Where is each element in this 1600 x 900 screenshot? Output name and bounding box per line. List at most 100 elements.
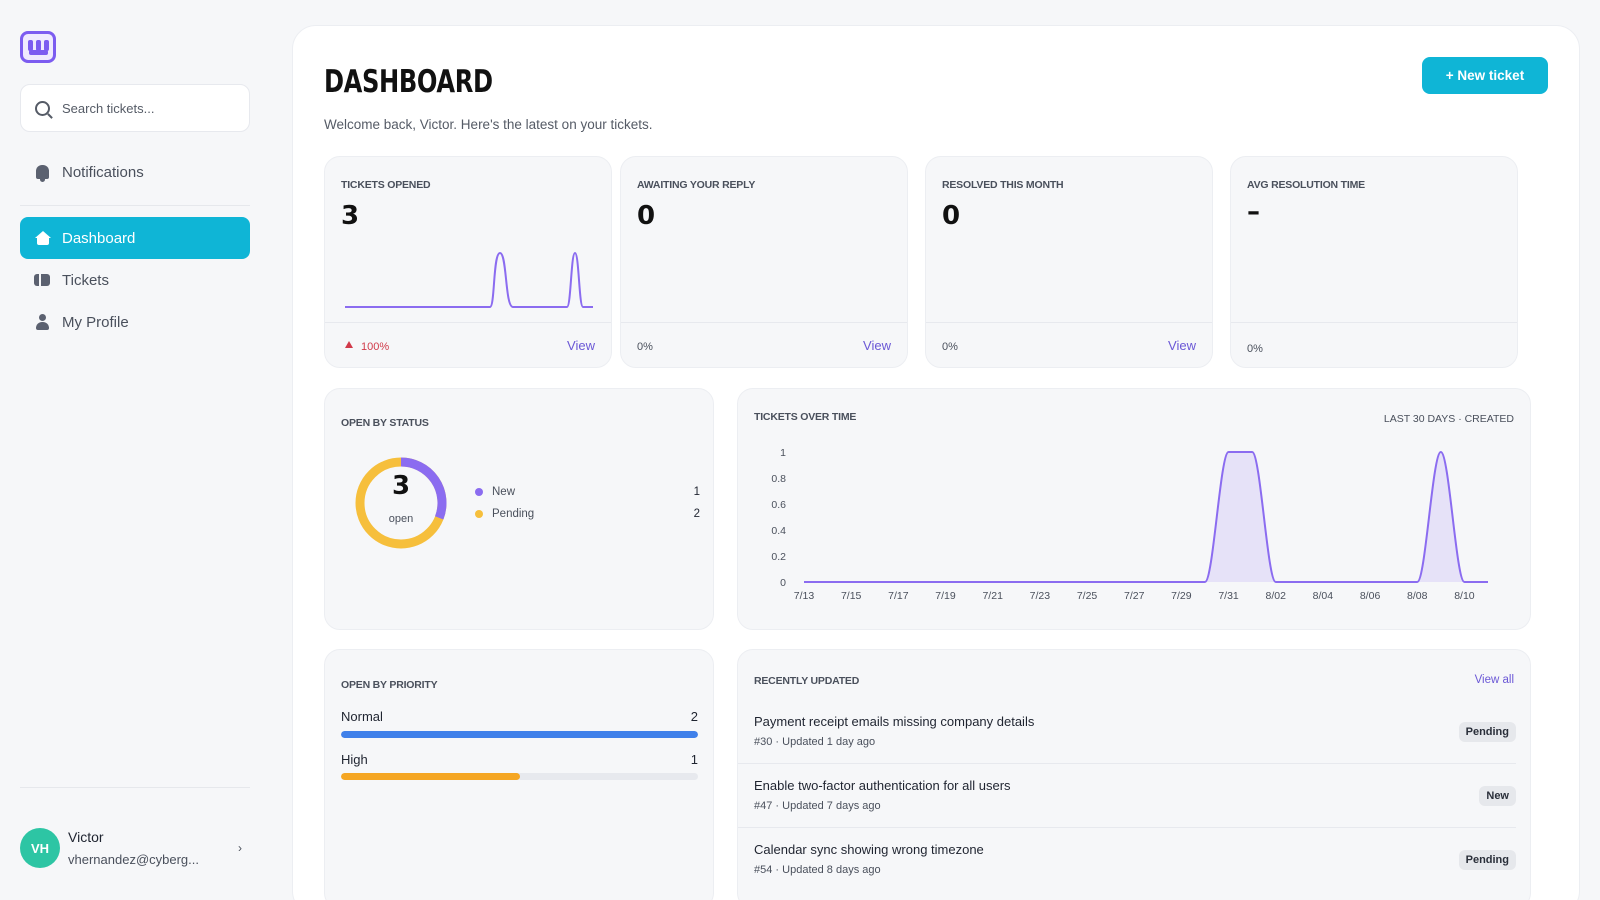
sidebar-item-label: Notifications — [62, 163, 144, 181]
page-title: DASHBOARD — [324, 64, 493, 100]
ticket-meta: #54 · Updated 8 days ago — [754, 864, 881, 876]
priority-bar-high — [341, 773, 520, 780]
x-tick-label: 8/02 — [1266, 590, 1287, 602]
sidebar-item-dashboard[interactable]: Dashboard — [20, 217, 250, 259]
x-tick-label: 7/21 — [982, 590, 1003, 602]
x-tick-label: 7/31 — [1218, 590, 1239, 602]
sidebar-item-my-profile[interactable]: My Profile — [20, 301, 250, 343]
status-badge: Pending — [1458, 722, 1516, 742]
sidebar-item-label: Tickets — [62, 271, 109, 289]
sidebar-divider — [20, 787, 250, 788]
card-title: OPEN BY STATUS — [341, 417, 429, 429]
user-name: Victor — [68, 829, 104, 845]
ticket-title: Enable two-factor authentication for all… — [754, 778, 1011, 793]
y-tick-label: 0.4 — [771, 525, 786, 537]
kpi-divider — [621, 322, 907, 323]
kpi-change: 0% — [942, 341, 958, 353]
x-tick-label: 7/17 — [888, 590, 909, 602]
x-tick-label: 7/25 — [1077, 590, 1098, 602]
app-logo-icon[interactable] — [20, 31, 56, 63]
y-tick-label: 0.2 — [771, 551, 786, 563]
kpi-change: 100% — [361, 341, 390, 353]
kpi-card-tickets-opened: TICKETS OPENED 3 100% View — [324, 156, 612, 368]
kpi-label: RESOLVED THIS MONTH — [942, 179, 1064, 191]
card-title: OPEN BY PRIORITY — [341, 679, 438, 691]
trend-up-icon — [345, 341, 353, 348]
kpi-sparkline — [345, 251, 593, 308]
legend-item-new: New 1 — [475, 483, 700, 501]
search-input[interactable] — [62, 100, 232, 116]
sidebar-divider — [20, 205, 250, 206]
series-area — [804, 452, 1488, 582]
chevron-right-icon: › — [238, 841, 242, 855]
kpi-divider — [325, 322, 611, 323]
kpi-divider — [926, 322, 1212, 323]
y-tick-label: 0.6 — [771, 499, 786, 511]
sidebar-item-label: Dashboard — [62, 229, 136, 247]
legend-count: 1 — [693, 486, 700, 498]
kpi-view-link[interactable]: View — [1168, 338, 1196, 353]
kpi-card-resolved-this-month: RESOLVED THIS MONTH 0 0% View — [925, 156, 1213, 368]
status-donut — [355, 457, 447, 549]
search-icon — [35, 100, 50, 116]
kpi-value: 0 — [637, 201, 656, 231]
new-ticket-button[interactable]: + New ticket — [1422, 57, 1548, 94]
bell-icon — [34, 164, 50, 182]
status-badge: Pending — [1458, 850, 1516, 870]
x-tick-label: 7/23 — [1030, 590, 1051, 602]
priority-row-normal: Normal 2 — [341, 709, 698, 724]
open-by-priority-card: OPEN BY PRIORITY Normal 2 High 1 — [324, 649, 714, 900]
recent-ticket-item[interactable]: Payment receipt emails missing company d… — [754, 714, 1516, 778]
y-tick-label: 0.8 — [771, 473, 786, 485]
ticket-title: Calendar sync showing wrong timezone — [754, 842, 984, 857]
recent-ticket-item[interactable]: Calendar sync showing wrong timezone #54… — [754, 842, 1516, 900]
ticket-title: Payment receipt emails missing company d… — [754, 714, 1035, 729]
priority-label: High — [341, 752, 368, 767]
kpi-card-avg-resolution-time: AVG RESOLUTION TIME – 0% — [1230, 156, 1518, 368]
recent-ticket-item[interactable]: Enable two-factor authentication for all… — [754, 778, 1516, 842]
legend-count: 2 — [693, 508, 700, 520]
kpi-label: TICKETS OPENED — [341, 179, 431, 191]
x-tick-label: 7/19 — [935, 590, 956, 602]
priority-label: Normal — [341, 709, 383, 724]
view-all-link[interactable]: View all — [1474, 674, 1514, 686]
ticket-updated: Updated 1 day ago — [782, 736, 876, 748]
ticket-id: #30 — [754, 736, 773, 748]
ticket-id: #54 — [754, 864, 773, 876]
sidebar-item-notifications[interactable]: Notifications — [20, 151, 250, 193]
kpi-change: 0% — [637, 341, 653, 353]
card-title: RECENTLY UPDATED — [754, 675, 860, 687]
tickets-over-time-card: TICKETS OVER TIME LAST 30 DAYS · CREATED… — [737, 388, 1531, 630]
kpi-value: 0 — [942, 201, 961, 231]
user-email: vhernandez@cyberg... — [68, 852, 199, 867]
priority-bar-normal — [341, 731, 698, 738]
kpi-view-link[interactable]: View — [567, 338, 595, 353]
legend-label: New — [492, 486, 516, 498]
user-menu[interactable]: VH Victor vhernandez@cyberg... › — [20, 824, 250, 872]
x-tick-label: 7/27 — [1124, 590, 1145, 602]
legend-dot — [475, 488, 483, 496]
chart-range-label: LAST 30 DAYS · CREATED — [1383, 413, 1514, 425]
search-box — [20, 84, 250, 132]
tickets-over-time-chart: 0 0.2 0.4 0.6 0.8 1 7/13 7/15 7/17 7/19 7/21 7/23 7/… — [771, 447, 1488, 602]
priority-row-high: High 1 — [341, 752, 698, 767]
ticket-updated: Updated 8 days ago — [782, 864, 881, 876]
y-tick-label: 0 — [780, 577, 786, 589]
x-tick-label: 7/13 — [794, 590, 815, 602]
ticket-updated: Updated 7 days ago — [782, 800, 881, 812]
x-tick-label: 7/15 — [841, 590, 862, 602]
kpi-value: – — [1247, 197, 1260, 227]
status-badge: New — [1479, 786, 1516, 806]
series-line — [804, 450, 1488, 583]
legend-dot — [475, 510, 483, 518]
kpi-view-link[interactable]: View — [863, 338, 891, 353]
user-icon — [34, 314, 50, 330]
home-icon — [34, 230, 51, 246]
sidebar-item-tickets[interactable]: Tickets — [20, 259, 250, 301]
donut-total: 3 — [391, 471, 411, 501]
x-tick-label: 8/10 — [1454, 590, 1475, 602]
sidebar-item-label: My Profile — [62, 313, 129, 331]
kpi-card-awaiting-reply: AWAITING YOUR REPLY 0 0% View — [620, 156, 908, 368]
x-tick-label: 8/08 — [1407, 590, 1428, 602]
recently-updated-card: RECENTLY UPDATED View all Payment receip… — [737, 649, 1531, 900]
